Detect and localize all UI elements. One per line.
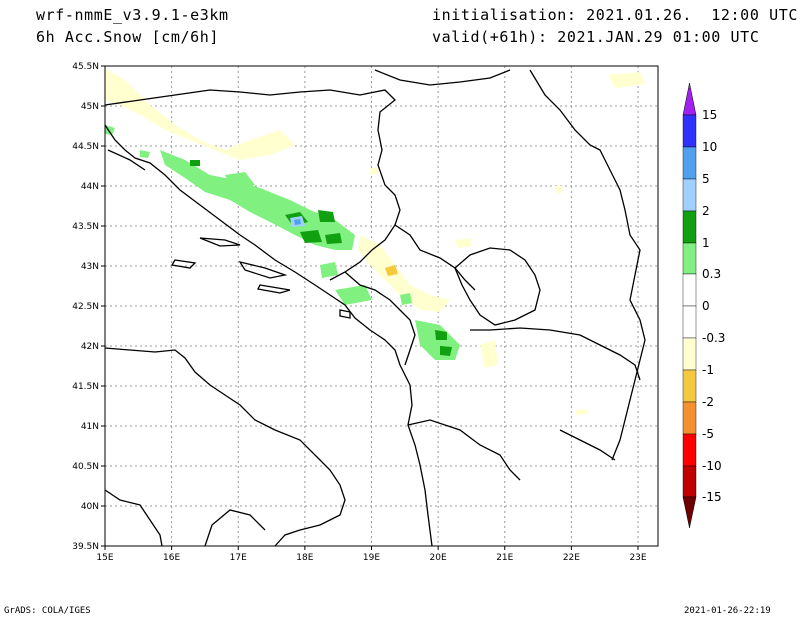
colorbar-segment: [682, 465, 697, 498]
colorbar-segment: [682, 273, 697, 307]
lat-tick-label: 39.5N: [72, 542, 99, 552]
lat-tick-label: 43N: [81, 262, 99, 272]
lon-tick-label: 20E: [430, 553, 447, 563]
lon-tick-label: 16E: [163, 553, 180, 563]
colorbar-label: 10: [702, 140, 717, 154]
colorbar-segment: [682, 401, 697, 435]
colorbar-bottom-arrow: [682, 496, 697, 529]
colorbar-label: 5: [702, 172, 710, 186]
lat-tick-label: 44N: [81, 182, 99, 192]
lat-tick-label: 44.5N: [72, 142, 99, 152]
init-time: initialisation: 2021.01.26. 12:00 UTC: [432, 6, 798, 24]
colorbar-segment: [682, 146, 697, 180]
lon-tick-label: 15E: [96, 553, 113, 563]
map-gridlines: [105, 66, 658, 546]
colorbar-label: -2: [702, 395, 714, 409]
colorbar-label: -0.3: [702, 331, 725, 345]
field-title: 6h Acc.Snow [cm/6h]: [36, 28, 219, 46]
colorbar-segment: [682, 210, 697, 244]
lat-tick-label: 45N: [81, 102, 99, 112]
credit-label: GrADS: COLA/IGES: [4, 606, 91, 616]
lat-tick-label: 45.5N: [72, 62, 99, 72]
lat-tick-label: 43.5N: [72, 222, 99, 232]
valid-time: valid(+61h): 2021.JAN.29 01:00 UTC: [432, 28, 760, 46]
colorbar-label: 0.3: [702, 267, 721, 281]
lat-tick-label: 40.5N: [72, 462, 99, 472]
snow-orange-patch: [385, 265, 398, 276]
lon-tick-label: 23E: [629, 553, 646, 563]
colorbar-label: -5: [702, 427, 714, 441]
footer-timestamp: 2021-01-26-22:19: [684, 606, 771, 616]
snow-melt-areas: [105, 68, 645, 415]
coastlines-borders: [104, 69, 646, 547]
colorbar: 15 10 5 2 1 0.3 0 -0.3 -1 -2 -5 -10 -15: [682, 82, 725, 529]
lat-tick-label: 42.5N: [72, 302, 99, 312]
model-title: wrf-nmmE_v3.9.1-e3km: [36, 6, 229, 24]
lat-tick-label: 41N: [81, 422, 99, 432]
lat-tick-label: 40N: [81, 502, 99, 512]
lon-tick-label: 21E: [496, 553, 513, 563]
colorbar-label: -15: [702, 490, 722, 504]
colorbar-segment: [682, 114, 697, 148]
colorbar-label: 15: [702, 108, 717, 122]
latitude-labels: 45.5N 45N 44.5N 44N 43.5N 43N 42.5N 42N 41.5N 41N…: [72, 62, 105, 552]
lat-tick-label: 41.5N: [72, 382, 99, 392]
lon-tick-label: 17E: [230, 553, 247, 563]
colorbar-segment: [682, 178, 697, 212]
colorbar-segment: [682, 433, 697, 467]
colorbar-label: 0: [702, 299, 710, 313]
colorbar-label: 1: [702, 236, 710, 250]
colorbar-label: -10: [702, 459, 722, 473]
lat-tick-label: 42N: [81, 342, 99, 352]
lon-tick-label: 22E: [563, 553, 580, 563]
snow-very-heavy-accum: [294, 219, 301, 225]
colorbar-segment: [682, 337, 697, 371]
lon-tick-label: 19E: [363, 553, 380, 563]
colorbar-label: 2: [702, 204, 710, 218]
lon-tick-label: 18E: [296, 553, 313, 563]
longitude-labels: 15E 16E 17E 18E 19E 20E 21E 22E 23E: [96, 546, 647, 563]
colorbar-segment: [682, 242, 697, 275]
colorbar-segment: [682, 369, 697, 403]
colorbar-label: -1: [702, 363, 714, 377]
colorbar-segment: [682, 305, 697, 339]
colorbar-top-arrow: [682, 82, 697, 116]
